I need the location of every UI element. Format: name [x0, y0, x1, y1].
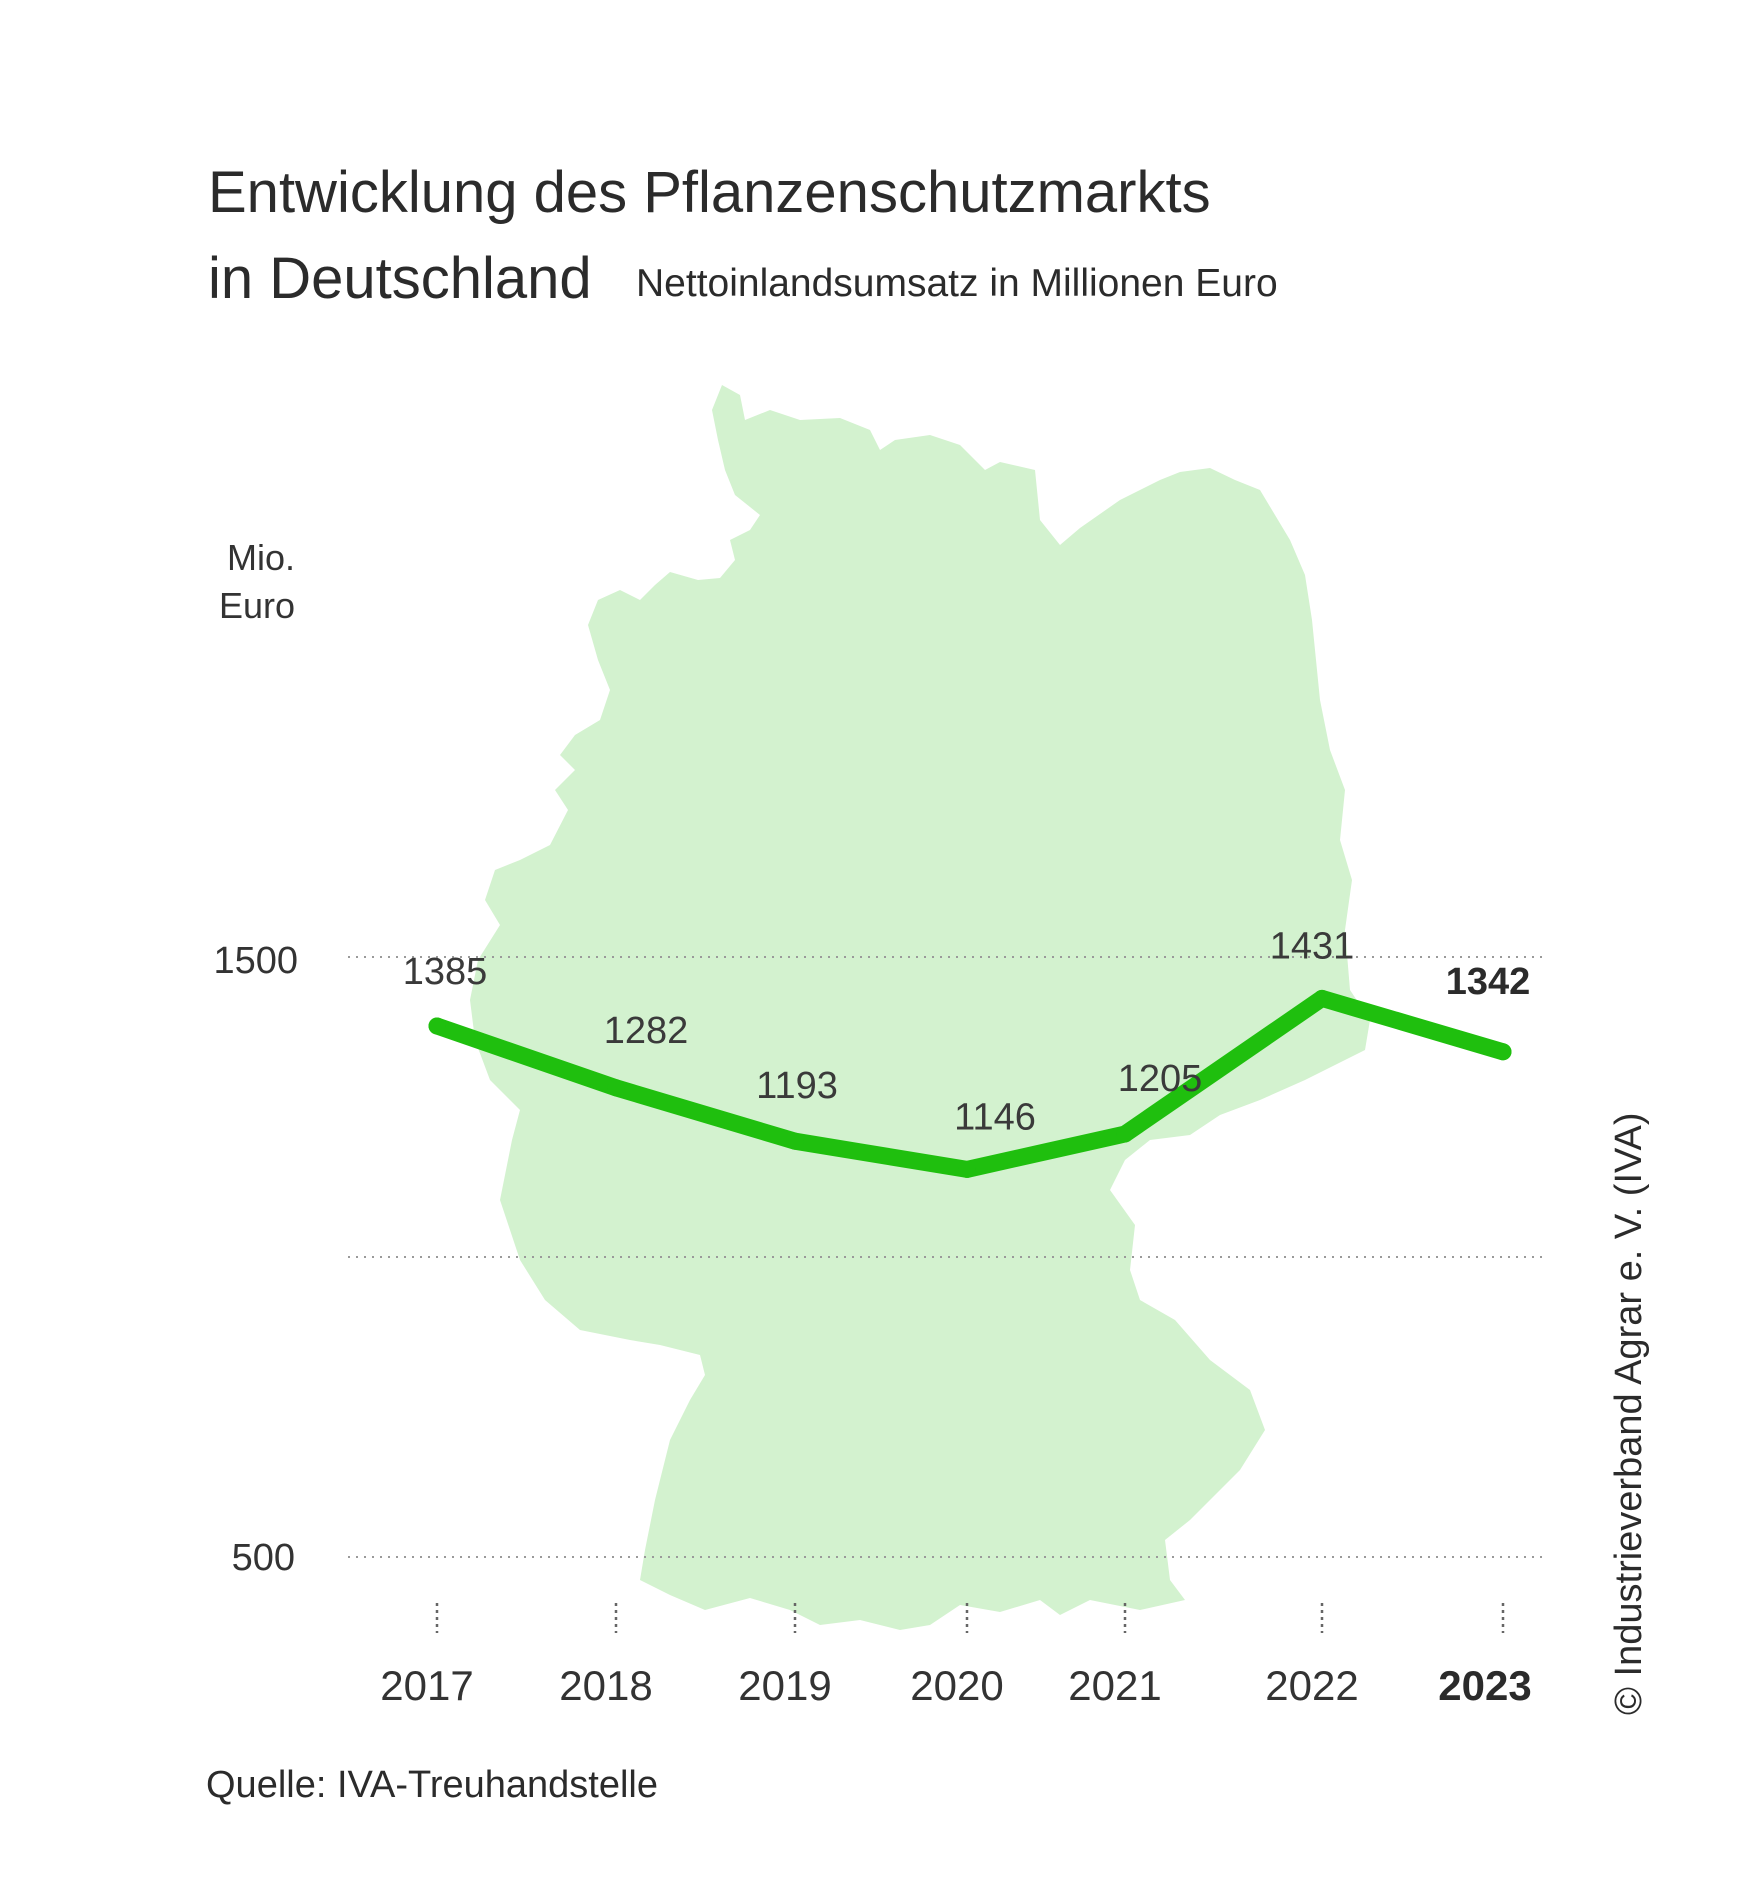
data-label-2017: 1385: [403, 951, 488, 993]
data-point-2023: [1494, 1043, 1512, 1061]
chart-subtitle: Nettoinlandsumsatz in Millionen Euro: [636, 262, 1278, 305]
chart-title-line2: in Deutschland: [208, 246, 592, 311]
x-tick-label-2017: 2017: [380, 1662, 473, 1709]
copyright-credit: © Industrieverband Agrar e. V. (IVA): [1608, 1112, 1650, 1715]
data-label-2018: 1282: [604, 1010, 689, 1052]
x-tick-label-2021: 2021: [1068, 1662, 1161, 1709]
data-point-2018: [607, 1079, 625, 1097]
data-point-2020: [958, 1160, 976, 1178]
data-point-2022: [1313, 989, 1331, 1007]
y-tick-label-1500: 1500: [213, 940, 298, 982]
y-tick-label-500: 500: [232, 1537, 295, 1579]
data-label-2022: 1431: [1270, 925, 1355, 967]
x-tick-label-2023: 2023: [1438, 1662, 1531, 1709]
gridlines: [348, 956, 1548, 1558]
x-tick-label-2022: 2022: [1265, 1662, 1358, 1709]
y-unit-line2: Euro: [219, 585, 295, 626]
data-label-2023: 1342: [1446, 961, 1531, 1003]
germany-map-shape: [470, 385, 1370, 1630]
data-point-2017: [428, 1017, 446, 1035]
data-label-2021: 1205: [1118, 1058, 1203, 1100]
x-tick-label-2019: 2019: [738, 1662, 831, 1709]
x-tick-label-2018: 2018: [559, 1662, 652, 1709]
y-unit-line1: Mio.: [227, 537, 295, 578]
data-label-2019: 1193: [756, 1065, 838, 1107]
data-point-2019: [786, 1132, 804, 1150]
data-point-2021: [1116, 1125, 1134, 1143]
data-label-2020: 1146: [954, 1096, 1036, 1138]
series-group: 1385 1282 1193 1146 1205 1431 1342: [403, 925, 1531, 1178]
source-note: Quelle: IVA-Treuhandstelle: [206, 1764, 658, 1806]
chart-title-line1: Entwicklung des Pflanzenschutzmarkts: [208, 160, 1211, 225]
x-tick-label-2020: 2020: [910, 1662, 1003, 1709]
x-axis: 2017 2018 2019 2020 2021 2022 2023: [380, 1603, 1532, 1709]
